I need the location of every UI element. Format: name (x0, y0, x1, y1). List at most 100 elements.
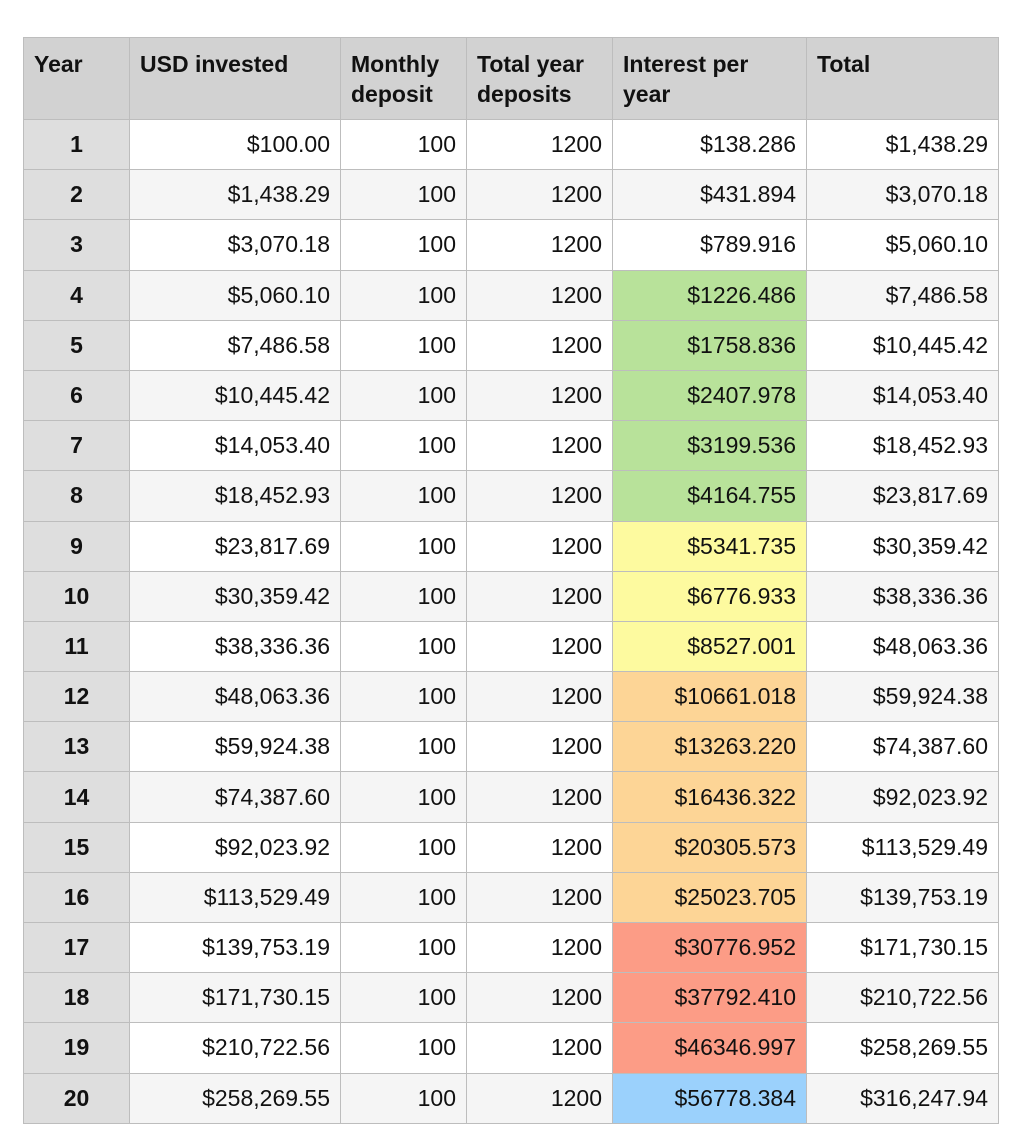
total-year-deposits-cell[interactable]: 1200 (466, 972, 613, 1024)
usd-invested-cell[interactable]: $23,817.69 (129, 520, 341, 572)
total-cell[interactable]: $59,924.38 (806, 671, 999, 723)
total-cell[interactable]: $38,336.36 (806, 570, 999, 622)
monthly-deposit-cell[interactable]: 100 (340, 470, 467, 522)
usd-invested-cell[interactable]: $3,070.18 (129, 219, 341, 271)
header-interest-per-year[interactable]: Interest per year (612, 37, 807, 120)
total-cell[interactable]: $14,053.40 (806, 369, 999, 422)
usd-invested-cell[interactable]: $171,730.15 (129, 972, 341, 1024)
total-year-deposits-cell[interactable]: 1200 (466, 821, 613, 873)
year-cell[interactable]: 6 (23, 369, 130, 422)
total-year-deposits-cell[interactable]: 1200 (466, 671, 613, 723)
interest-cell[interactable]: $2407.978 (612, 369, 807, 422)
total-cell[interactable]: $139,753.19 (806, 871, 999, 924)
total-cell[interactable]: $210,722.56 (806, 972, 999, 1024)
interest-cell[interactable]: $789.916 (612, 219, 807, 271)
total-cell[interactable]: $23,817.69 (806, 470, 999, 522)
year-cell[interactable]: 4 (23, 269, 130, 321)
header-total[interactable]: Total (806, 37, 999, 120)
monthly-deposit-cell[interactable]: 100 (340, 821, 467, 873)
total-cell[interactable]: $92,023.92 (806, 771, 999, 823)
total-year-deposits-cell[interactable]: 1200 (466, 369, 613, 422)
header-usd-invested[interactable]: USD invested (129, 37, 341, 120)
monthly-deposit-cell[interactable]: 100 (340, 570, 467, 622)
interest-cell[interactable]: $37792.410 (612, 972, 807, 1024)
interest-cell[interactable]: $8527.001 (612, 620, 807, 673)
year-cell[interactable]: 18 (23, 972, 130, 1024)
monthly-deposit-cell[interactable]: 100 (340, 921, 467, 974)
total-year-deposits-cell[interactable]: 1200 (466, 721, 613, 773)
interest-cell[interactable]: $138.286 (612, 118, 807, 171)
interest-cell[interactable]: $10661.018 (612, 671, 807, 723)
usd-invested-cell[interactable]: $14,053.40 (129, 420, 341, 472)
interest-cell[interactable]: $6776.933 (612, 570, 807, 622)
interest-cell[interactable]: $3199.536 (612, 420, 807, 472)
total-year-deposits-cell[interactable]: 1200 (466, 1022, 613, 1074)
monthly-deposit-cell[interactable]: 100 (340, 620, 467, 673)
monthly-deposit-cell[interactable]: 100 (340, 219, 467, 271)
header-year[interactable]: Year (23, 37, 130, 120)
total-year-deposits-cell[interactable]: 1200 (466, 871, 613, 924)
monthly-deposit-cell[interactable]: 100 (340, 671, 467, 723)
total-cell[interactable]: $258,269.55 (806, 1022, 999, 1074)
interest-cell[interactable]: $20305.573 (612, 821, 807, 873)
usd-invested-cell[interactable]: $5,060.10 (129, 269, 341, 321)
total-year-deposits-cell[interactable]: 1200 (466, 570, 613, 622)
total-year-deposits-cell[interactable]: 1200 (466, 420, 613, 472)
usd-invested-cell[interactable]: $113,529.49 (129, 871, 341, 924)
usd-invested-cell[interactable]: $7,486.58 (129, 319, 341, 371)
year-cell[interactable]: 8 (23, 470, 130, 522)
interest-cell[interactable]: $56778.384 (612, 1072, 807, 1124)
year-cell[interactable]: 5 (23, 319, 130, 371)
usd-invested-cell[interactable]: $48,063.36 (129, 671, 341, 723)
total-year-deposits-cell[interactable]: 1200 (466, 319, 613, 371)
monthly-deposit-cell[interactable]: 100 (340, 269, 467, 321)
total-year-deposits-cell[interactable]: 1200 (466, 219, 613, 271)
interest-cell[interactable]: $16436.322 (612, 771, 807, 823)
interest-cell[interactable]: $46346.997 (612, 1022, 807, 1074)
usd-invested-cell[interactable]: $30,359.42 (129, 570, 341, 622)
year-cell[interactable]: 10 (23, 570, 130, 622)
total-cell[interactable]: $48,063.36 (806, 620, 999, 673)
total-cell[interactable]: $5,060.10 (806, 219, 999, 271)
usd-invested-cell[interactable]: $18,452.93 (129, 470, 341, 522)
total-cell[interactable]: $316,247.94 (806, 1072, 999, 1124)
header-total-year-deposits[interactable]: Total year deposits (466, 37, 613, 120)
monthly-deposit-cell[interactable]: 100 (340, 1072, 467, 1124)
year-cell[interactable]: 2 (23, 169, 130, 221)
total-cell[interactable]: $171,730.15 (806, 921, 999, 974)
year-cell[interactable]: 12 (23, 671, 130, 723)
total-year-deposits-cell[interactable]: 1200 (466, 520, 613, 572)
total-cell[interactable]: $10,445.42 (806, 319, 999, 371)
year-cell[interactable]: 14 (23, 771, 130, 823)
year-cell[interactable]: 13 (23, 721, 130, 773)
usd-invested-cell[interactable]: $100.00 (129, 118, 341, 171)
usd-invested-cell[interactable]: $1,438.29 (129, 169, 341, 221)
total-cell[interactable]: $1,438.29 (806, 118, 999, 171)
year-cell[interactable]: 3 (23, 219, 130, 271)
interest-cell[interactable]: $5341.735 (612, 520, 807, 572)
monthly-deposit-cell[interactable]: 100 (340, 721, 467, 773)
interest-cell[interactable]: $30776.952 (612, 921, 807, 974)
year-cell[interactable]: 17 (23, 921, 130, 974)
usd-invested-cell[interactable]: $139,753.19 (129, 921, 341, 974)
usd-invested-cell[interactable]: $74,387.60 (129, 771, 341, 823)
usd-invested-cell[interactable]: $92,023.92 (129, 821, 341, 873)
interest-cell[interactable]: $1758.836 (612, 319, 807, 371)
total-year-deposits-cell[interactable]: 1200 (466, 118, 613, 171)
total-cell[interactable]: $113,529.49 (806, 821, 999, 873)
interest-cell[interactable]: $431.894 (612, 169, 807, 221)
total-year-deposits-cell[interactable]: 1200 (466, 921, 613, 974)
usd-invested-cell[interactable]: $10,445.42 (129, 369, 341, 422)
year-cell[interactable]: 16 (23, 871, 130, 924)
usd-invested-cell[interactable]: $210,722.56 (129, 1022, 341, 1074)
year-cell[interactable]: 7 (23, 420, 130, 472)
total-year-deposits-cell[interactable]: 1200 (466, 771, 613, 823)
year-cell[interactable]: 11 (23, 620, 130, 673)
monthly-deposit-cell[interactable]: 100 (340, 118, 467, 171)
monthly-deposit-cell[interactable]: 100 (340, 319, 467, 371)
monthly-deposit-cell[interactable]: 100 (340, 972, 467, 1024)
total-year-deposits-cell[interactable]: 1200 (466, 1072, 613, 1124)
monthly-deposit-cell[interactable]: 100 (340, 771, 467, 823)
total-cell[interactable]: $3,070.18 (806, 169, 999, 221)
interest-cell[interactable]: $25023.705 (612, 871, 807, 924)
